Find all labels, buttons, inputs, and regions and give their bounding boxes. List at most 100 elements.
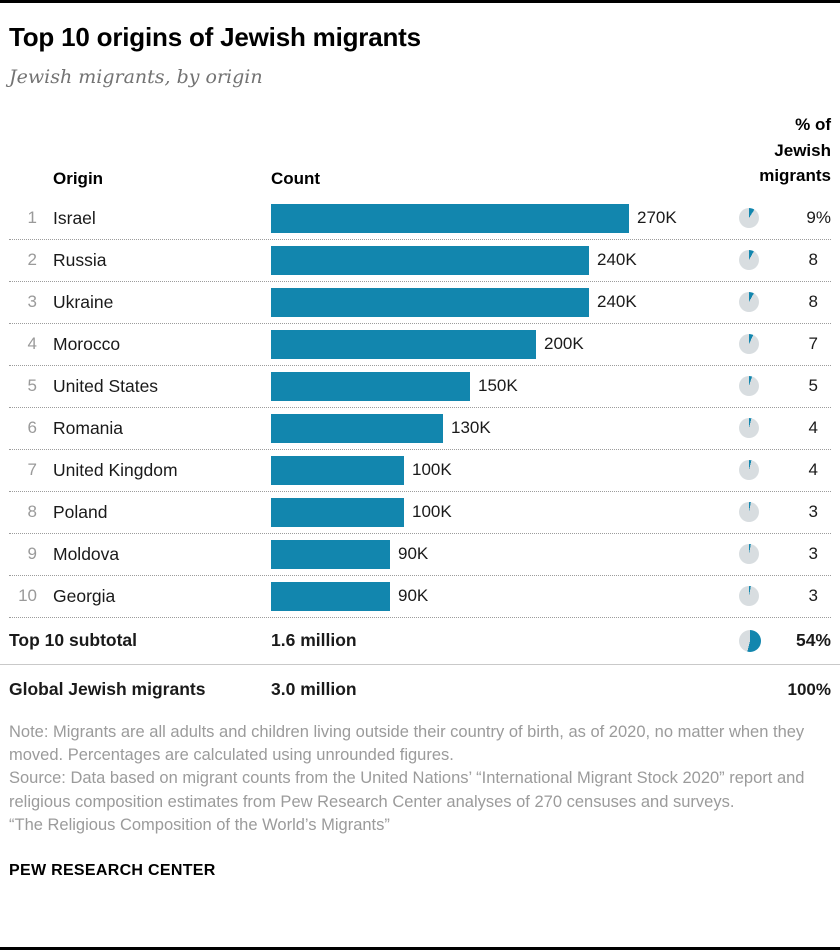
global-total-percent: 100% — [787, 679, 831, 699]
percent-label: 7 — [808, 334, 818, 353]
rank-number: 9 — [27, 544, 37, 563]
pie-cell — [739, 376, 773, 396]
table-body: 1 Israel 270K 9% 2 Russia 240K 8 3 Ukraine 240K 8 4 M… — [9, 198, 831, 618]
footnotes: Note: Migrants are all adults and childr… — [9, 721, 831, 838]
pie-cell — [739, 544, 773, 564]
pie-cell — [739, 334, 773, 354]
percent-label: 8 — [808, 292, 818, 311]
count-bar — [271, 287, 589, 317]
count-label: 150K — [478, 376, 518, 395]
global-total-count: 3.0 million — [271, 679, 357, 699]
percent-label: 4 — [808, 418, 818, 437]
table-row: 10 Georgia 90K 3 — [9, 576, 831, 618]
rank-number: 2 — [27, 250, 37, 269]
table-row: 4 Morocco 200K 7 — [9, 324, 831, 366]
count-bar — [271, 539, 390, 569]
bottom-rule — [0, 947, 840, 950]
count-bar — [271, 497, 404, 527]
origin-label: Georgia — [53, 585, 116, 606]
rank-number: 10 — [18, 586, 37, 605]
count-bar — [271, 581, 390, 611]
origin-label: United Kingdom — [53, 459, 178, 480]
percent-label: 4 — [808, 460, 818, 479]
table-row: 3 Ukraine 240K 8 — [9, 282, 831, 324]
percent-label: 9% — [806, 208, 831, 227]
count-bar — [271, 413, 443, 443]
rank-number: 4 — [27, 334, 37, 353]
global-total-row: Global Jewish migrants 3.0 million 100% — [9, 667, 831, 713]
bar-area: 100K — [271, 455, 739, 485]
origin-column-header: Origin — [53, 168, 104, 188]
subtotal-row: Top 10 subtotal 1.6 million 54% — [9, 618, 831, 664]
origin-label: United States — [53, 375, 159, 396]
origin-label: Israel — [53, 207, 96, 228]
count-bar — [271, 455, 404, 485]
percent-column-header: % of Jewish migrants — [759, 115, 831, 185]
percent-pie-icon — [739, 544, 759, 564]
count-label: 240K — [597, 292, 637, 311]
origin-label: Russia — [53, 249, 107, 270]
source-text: Source: Data based on migrant counts fro… — [9, 769, 805, 811]
count-bar — [271, 203, 629, 233]
bar-area: 240K — [271, 245, 739, 275]
report-title: “The Religious Composition of the World’… — [9, 816, 390, 835]
percent-pie-icon — [739, 376, 759, 396]
count-bar — [271, 245, 589, 275]
rank-number: 7 — [27, 460, 37, 479]
pie-cell — [739, 460, 773, 480]
bar-area: 150K — [271, 371, 739, 401]
percent-label: 5 — [808, 376, 818, 395]
pie-cell — [739, 292, 773, 312]
brand-label: PEW RESEARCH CENTER — [9, 861, 216, 879]
table-header: Origin Count % of Jewish migrants — [9, 112, 831, 198]
page-title: Top 10 origins of Jewish migrants — [9, 22, 421, 52]
count-label: 200K — [544, 334, 584, 353]
origin-label: Moldova — [53, 543, 120, 564]
percent-pie-icon — [739, 460, 759, 480]
origin-label: Poland — [53, 501, 108, 522]
pie-cell — [739, 502, 773, 522]
pie-cell — [739, 586, 773, 606]
percent-label: 8 — [808, 250, 818, 269]
count-label: 90K — [398, 544, 429, 563]
pie-cell — [739, 629, 773, 652]
percent-pie-icon — [739, 292, 759, 312]
origin-label: Morocco — [53, 333, 121, 354]
count-label: 130K — [451, 418, 491, 437]
subtotal-pie-icon — [739, 629, 761, 652]
section-divider — [0, 663, 840, 665]
bar-area: 130K — [271, 413, 739, 443]
bar-area: 90K — [271, 581, 739, 611]
table-row: 2 Russia 240K 8 — [9, 240, 831, 282]
table-row: 1 Israel 270K 9% — [9, 198, 831, 240]
count-column-header: Count — [271, 168, 321, 188]
count-label: 240K — [597, 250, 637, 269]
pie-cell — [739, 208, 773, 228]
table-row: 8 Poland 100K 3 — [9, 492, 831, 534]
subtotal-percent: 54% — [795, 630, 831, 650]
percent-pie-icon — [739, 418, 759, 438]
pie-cell — [739, 250, 773, 270]
percent-pie-icon — [739, 586, 759, 606]
global-total-label: Global Jewish migrants — [9, 679, 206, 699]
note-text: Note: Migrants are all adults and childr… — [9, 722, 805, 764]
count-label: 100K — [412, 460, 452, 479]
percent-pie-icon — [739, 208, 759, 228]
pie-cell — [739, 418, 773, 438]
rank-number: 5 — [27, 376, 37, 395]
rank-number: 3 — [27, 292, 37, 311]
subtotal-label: Top 10 subtotal — [9, 630, 138, 650]
origin-label: Ukraine — [53, 291, 114, 312]
bar-area: 200K — [271, 329, 739, 359]
bar-area: 240K — [271, 287, 739, 317]
bar-area: 90K — [271, 539, 739, 569]
count-label: 270K — [637, 208, 677, 227]
chart-subtitle: Jewish migrants, by origin — [9, 66, 263, 88]
count-label: 100K — [412, 502, 452, 521]
table-row: 9 Moldova 90K 3 — [9, 534, 831, 576]
bar-area: 100K — [271, 497, 739, 527]
bar-area: 270K — [271, 203, 739, 233]
subtotal-count: 1.6 million — [271, 630, 357, 650]
percent-label: 3 — [808, 544, 818, 563]
